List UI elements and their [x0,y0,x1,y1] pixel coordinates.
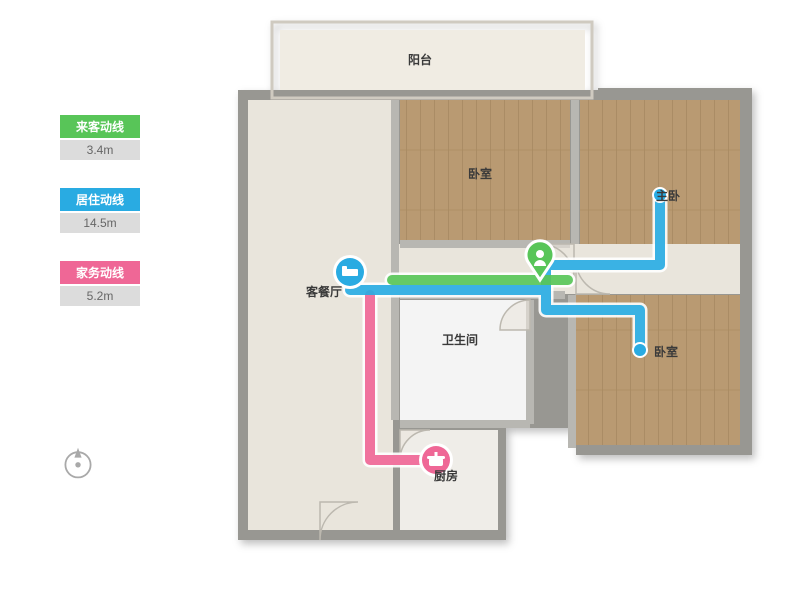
legend-living-value: 14.5m [60,213,140,233]
legend-living-label: 居住动线 [60,188,140,211]
legend-chore-label: 家务动线 [60,261,140,284]
legend: 来客动线 3.4m 居住动线 14.5m 家务动线 5.2m [60,115,150,334]
legend-chore-value: 5.2m [60,286,140,306]
legend-item-chore: 家务动线 5.2m [60,261,150,306]
room-label-master: 主卧 [656,188,680,203]
legend-item-guest: 来客动线 3.4m [60,115,150,160]
room-label-balcony: 阳台 [408,52,432,67]
legend-guest-value: 3.4m [60,140,140,160]
legend-guest-label: 来客动线 [60,115,140,138]
room-label-bath: 卫生间 [442,332,478,347]
room-label-bedroom_t: 卧室 [468,166,492,181]
room-balcony [280,30,585,90]
room-label-bedroom_b: 卧室 [654,344,678,359]
compass-icon [60,445,96,481]
room-label-living: 客餐厅 [305,284,342,299]
room-label-kitchen: 厨房 [434,468,458,483]
legend-item-living: 居住动线 14.5m [60,188,150,233]
marker-living_start [333,255,367,289]
